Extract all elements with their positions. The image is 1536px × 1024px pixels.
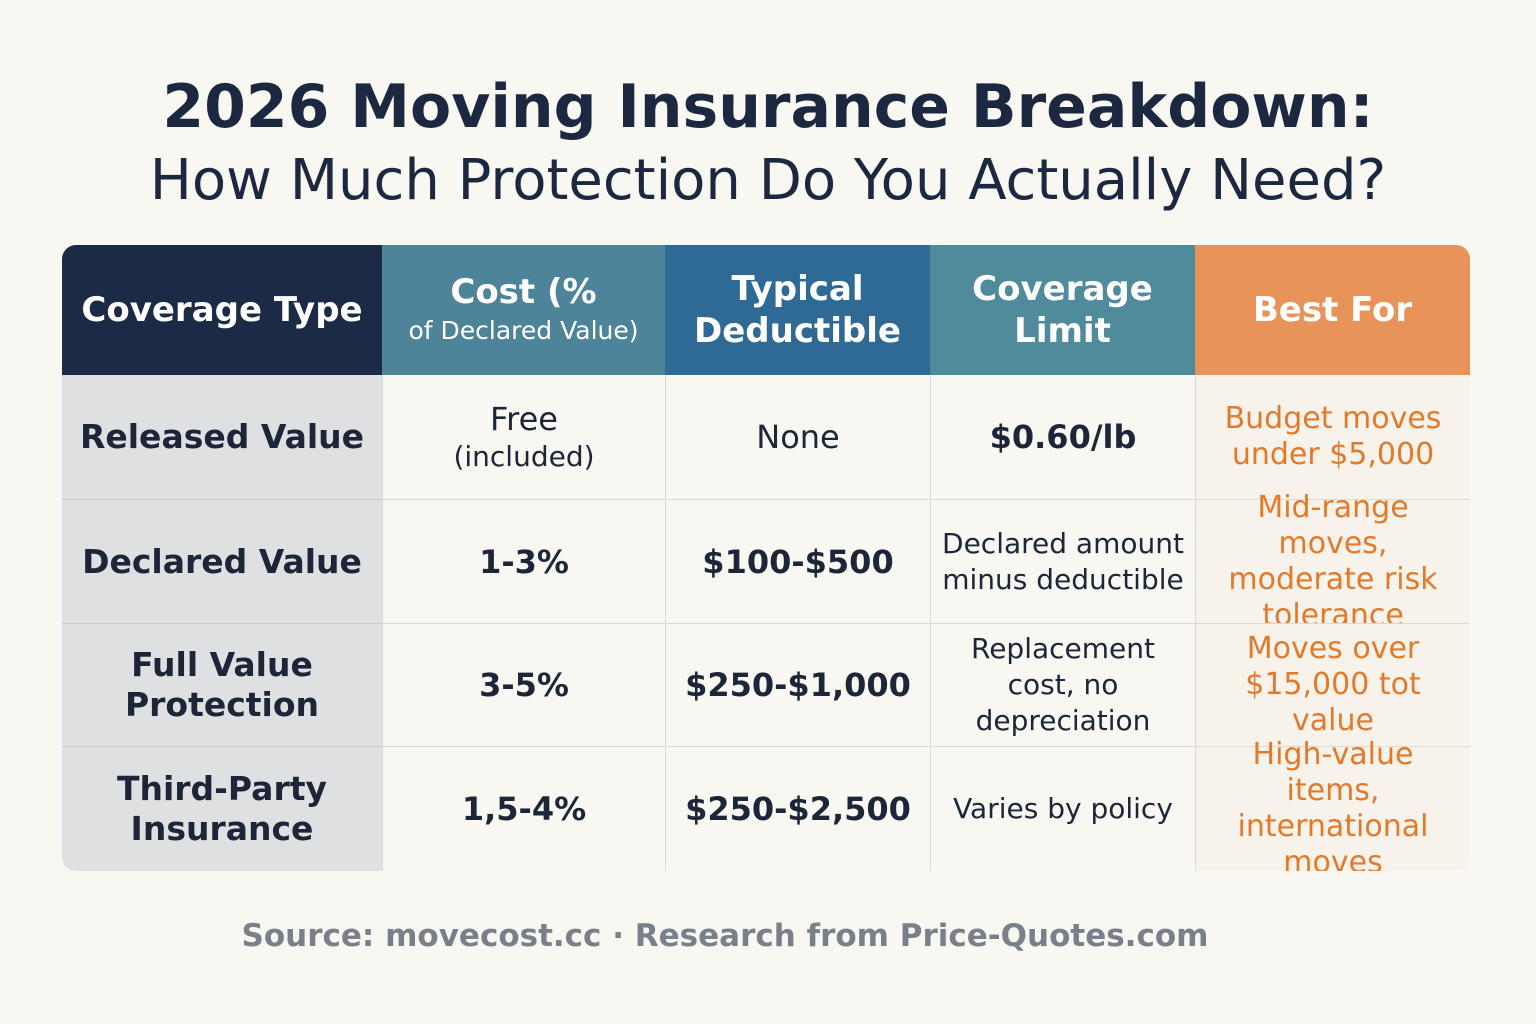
page-subtitle: How Much Protection Do You Actually Need…	[149, 148, 1387, 213]
row-coverage-type: Third-Party Insurance	[62, 746, 382, 871]
header-label-2: Deductible	[694, 311, 901, 351]
row-best-for: Mid-range moves, moderate risk tolerance	[1195, 490, 1470, 633]
header-deductible: Typical Deductible	[665, 245, 930, 375]
row-limit: Replacement cost, no depreciation	[930, 623, 1195, 746]
header-cost: Cost (% of Declared Value)	[382, 245, 665, 375]
row-best-for: Budget moves under $5,000	[1195, 375, 1470, 499]
row-coverage-type: Released Value	[62, 375, 382, 499]
page-title: 2026 Moving Insurance Breakdown:	[162, 72, 1374, 142]
row-deductible: $250-$1,000	[665, 623, 930, 746]
row-limit: Declared amount minus deductible	[930, 499, 1195, 623]
header-coverage-type: Coverage Type	[62, 245, 382, 375]
header-label: Best For	[1252, 290, 1413, 330]
header-label: Cost (%	[450, 272, 597, 312]
insurance-table: Coverage Type Cost (% of Declared Value)…	[62, 245, 1470, 871]
cost-value: Free	[490, 400, 558, 438]
row-limit: $0.60/lb	[930, 375, 1195, 499]
row-best-for: Moves over $15,000 tot value	[1195, 623, 1470, 746]
header-label: Coverage Type	[81, 290, 363, 330]
header-sublabel: of Declared Value)	[408, 316, 639, 345]
row-deductible: $100-$500	[665, 499, 930, 623]
row-coverage-type: Full Value Protection	[62, 623, 382, 746]
header-coverage-limit: Coverage Limit	[930, 245, 1195, 375]
row-best-for: High-value items, international moves	[1195, 737, 1470, 871]
row-cost: Free (included)	[382, 375, 665, 499]
row-deductible: None	[665, 375, 930, 499]
row-cost: 1,5-4%	[382, 746, 665, 871]
row-cost: 1-3%	[382, 499, 665, 623]
row-deductible: $250-$2,500	[665, 746, 930, 871]
header-label: Typical	[731, 269, 864, 309]
header-label-2: Limit	[1014, 311, 1111, 351]
header-best-for: Best For	[1195, 245, 1470, 375]
header-label: Coverage	[972, 269, 1153, 309]
cost-note: (included)	[453, 440, 595, 473]
row-cost: 3-5%	[382, 623, 665, 746]
row-coverage-type: Declared Value	[62, 499, 382, 623]
source-credit: Source: movecost.cc · Research from Pric…	[241, 918, 1209, 954]
row-limit: Varies by policy	[930, 746, 1195, 871]
